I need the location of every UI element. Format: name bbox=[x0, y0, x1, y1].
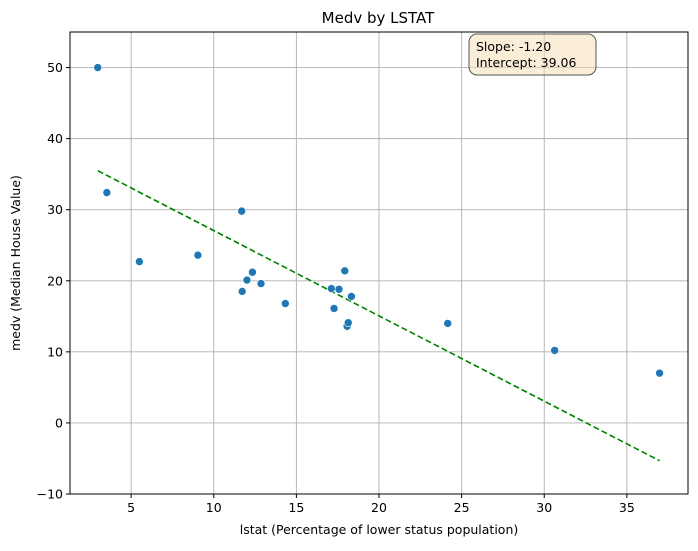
y-tick-label: 20 bbox=[47, 273, 63, 288]
data-point bbox=[443, 319, 453, 328]
data-point bbox=[340, 266, 350, 276]
y-tick-label: 10 bbox=[47, 344, 63, 359]
data-point bbox=[135, 257, 144, 266]
x-tick-label: 5 bbox=[127, 500, 135, 515]
x-tick-label: 35 bbox=[619, 500, 635, 515]
x-tick-label: 15 bbox=[288, 500, 304, 515]
regression-line bbox=[97, 170, 660, 462]
y-tick-label: 30 bbox=[47, 202, 63, 217]
intercept-annotation: Intercept: 39.06 bbox=[476, 55, 576, 70]
data-point bbox=[655, 368, 664, 378]
y-axis-label: medv (Median House Value) bbox=[8, 175, 23, 351]
x-tick-label: 10 bbox=[206, 500, 222, 515]
annotation-box bbox=[468, 33, 597, 76]
data-point bbox=[281, 299, 290, 308]
y-tick-label: 50 bbox=[47, 60, 63, 75]
x-axis-label: lstat (Percentage of lower status popula… bbox=[240, 522, 519, 537]
data-point bbox=[102, 188, 112, 197]
data-point bbox=[343, 318, 353, 328]
data-point bbox=[329, 304, 339, 313]
data-point bbox=[248, 267, 257, 277]
y-tick-label: 40 bbox=[47, 131, 63, 146]
data-point bbox=[237, 287, 247, 296]
regression-annotation: Slope: -1.20 Intercept: 39.06 bbox=[468, 33, 597, 76]
axis-ticks: 5 10 15 20 25 30 35 −10 0 10 20 30 40 50 bbox=[37, 60, 635, 515]
x-tick-label: 25 bbox=[454, 500, 470, 515]
data-point bbox=[242, 275, 252, 285]
x-tick-label: 30 bbox=[536, 500, 552, 515]
chart-title: Medv by LSTAT bbox=[322, 9, 435, 27]
regression-line-layer bbox=[97, 170, 660, 462]
y-tick-label: 0 bbox=[55, 415, 63, 430]
data-point bbox=[327, 284, 336, 293]
data-point bbox=[334, 284, 344, 294]
grid bbox=[70, 32, 688, 495]
x-tick-label: 20 bbox=[371, 500, 387, 515]
data-point bbox=[256, 279, 266, 288]
data-point bbox=[550, 346, 559, 355]
slope-annotation: Slope: -1.20 bbox=[476, 39, 551, 54]
y-tick-label: −10 bbox=[37, 487, 63, 502]
data-point bbox=[93, 63, 103, 72]
data-point bbox=[193, 250, 203, 260]
data-points bbox=[93, 63, 664, 378]
data-point bbox=[347, 292, 356, 301]
data-point bbox=[237, 206, 246, 216]
